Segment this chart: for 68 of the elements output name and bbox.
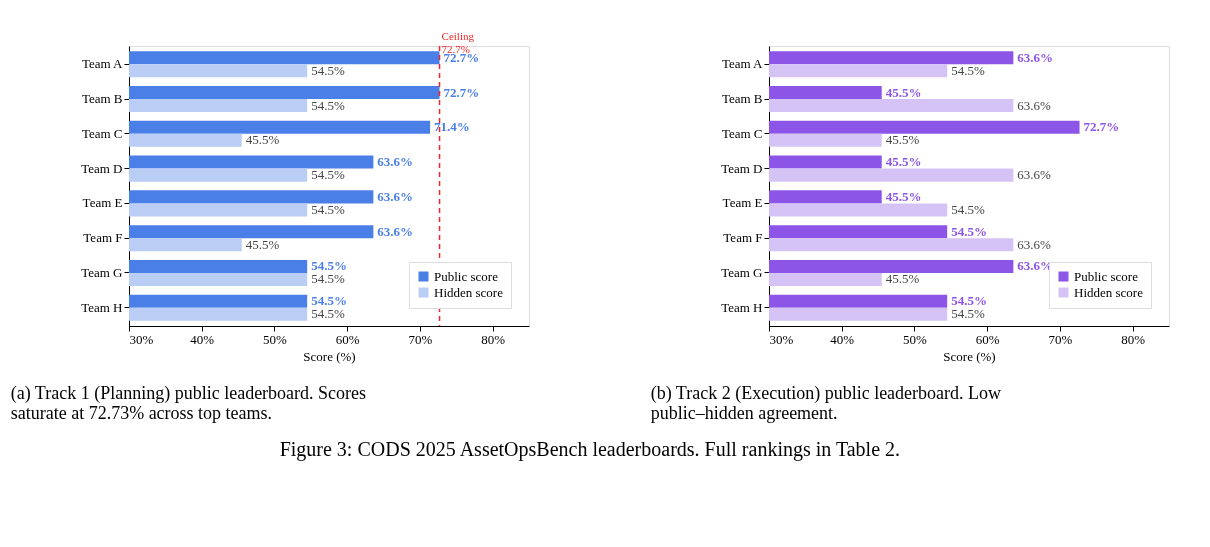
data-label: 54.5%: [311, 167, 345, 183]
text: (a) Track 1 (Planning) public leaderboard. Scores saturate at 72.73% across top teams.: [10, 383, 367, 423]
data-label: 45.5%: [885, 84, 922, 100]
x-tick-label: 60%: [335, 331, 360, 347]
x-tick-label: 30%: [129, 331, 154, 347]
data-label: 54.5%: [951, 306, 985, 322]
y-tick-label: Team E: [722, 195, 763, 211]
data-label: 63.6%: [1017, 97, 1052, 113]
data-label: 54.5%: [951, 293, 987, 309]
y-tick-label: Team B: [81, 91, 123, 107]
x-tick-label: 70%: [1048, 331, 1073, 347]
data-label: 54.5%: [311, 306, 345, 322]
y-tick-label: Team A: [81, 56, 124, 72]
x-tick-label: 60%: [975, 331, 1000, 347]
x-tick-label: 50%: [903, 331, 928, 347]
y-tick-label: Team C: [721, 125, 763, 141]
y-tick-label: Team E: [82, 195, 123, 211]
data-label: 45.5%: [885, 188, 922, 204]
y-tick-label: Team B: [721, 91, 763, 107]
y-tick-label: Team D: [81, 160, 123, 176]
data-label: 54.5%: [311, 271, 345, 287]
x-tick-label: 80%: [1121, 331, 1146, 347]
data-label: 54.5%: [311, 62, 345, 78]
x-tick-label: 50%: [263, 331, 288, 347]
x-tick-label: 80%: [481, 331, 506, 347]
ref-line-label: Ceiling 72.7%: [441, 30, 475, 55]
data-label: 54.5%: [951, 62, 985, 78]
data-label: 54.5%: [311, 97, 345, 113]
data-label: 63.6%: [377, 154, 414, 170]
legend-label: Public score: [1074, 268, 1139, 284]
data-label: 45.5%: [245, 132, 280, 148]
legend-label: Hidden score: [1074, 284, 1144, 300]
data-label: 63.6%: [377, 188, 414, 204]
data-label: 54.5%: [951, 201, 985, 217]
caption: Figure 3: CODS 2025 AssetOpsBench leaderboards. Full rankings in Table 2.: [279, 437, 901, 461]
text: (b) Track 2 (Execution) public leaderboard. Low public–hidden agreement.: [650, 383, 1002, 423]
data-label: 72.7%: [443, 84, 480, 100]
data-label: 72.7%: [1083, 119, 1120, 135]
x-tick-label: 30%: [769, 331, 794, 347]
data-label: 63.6%: [1017, 236, 1052, 252]
data-label: 63.6%: [377, 223, 414, 239]
x-tick-label: 40%: [190, 331, 215, 347]
legend-label: Public score: [434, 268, 499, 284]
y-tick-label: Team A: [721, 56, 764, 72]
data-label: 45.5%: [885, 132, 920, 148]
y-tick-label: Team D: [721, 160, 763, 176]
data-label: 45.5%: [245, 236, 280, 252]
y-tick-label: Team H: [81, 299, 123, 315]
data-label: 63.6%: [1017, 167, 1052, 183]
x-tick-label: 40%: [830, 331, 855, 347]
y-tick-label: Team F: [83, 230, 123, 246]
data-label: 63.6%: [1017, 49, 1054, 65]
data-label: 54.5%: [311, 293, 347, 309]
x-axis-title: Score (%): [943, 348, 996, 364]
data-label: 54.5%: [311, 201, 345, 217]
data-label: 71.4%: [434, 119, 470, 135]
data-label: 54.5%: [311, 258, 347, 274]
x-axis-title: Score (%): [303, 348, 356, 364]
y-tick-label: Team G: [721, 264, 763, 280]
y-tick-label: Team G: [81, 264, 123, 280]
x-tick-label: 70%: [408, 331, 433, 347]
data-label: 45.5%: [885, 154, 922, 170]
data-label: 45.5%: [885, 271, 920, 287]
legend-label: Hidden score: [434, 284, 504, 300]
y-tick-label: Team H: [721, 299, 763, 315]
y-tick-label: Team C: [81, 125, 123, 141]
data-label: 54.5%: [951, 223, 987, 239]
y-tick-label: Team F: [723, 230, 763, 246]
